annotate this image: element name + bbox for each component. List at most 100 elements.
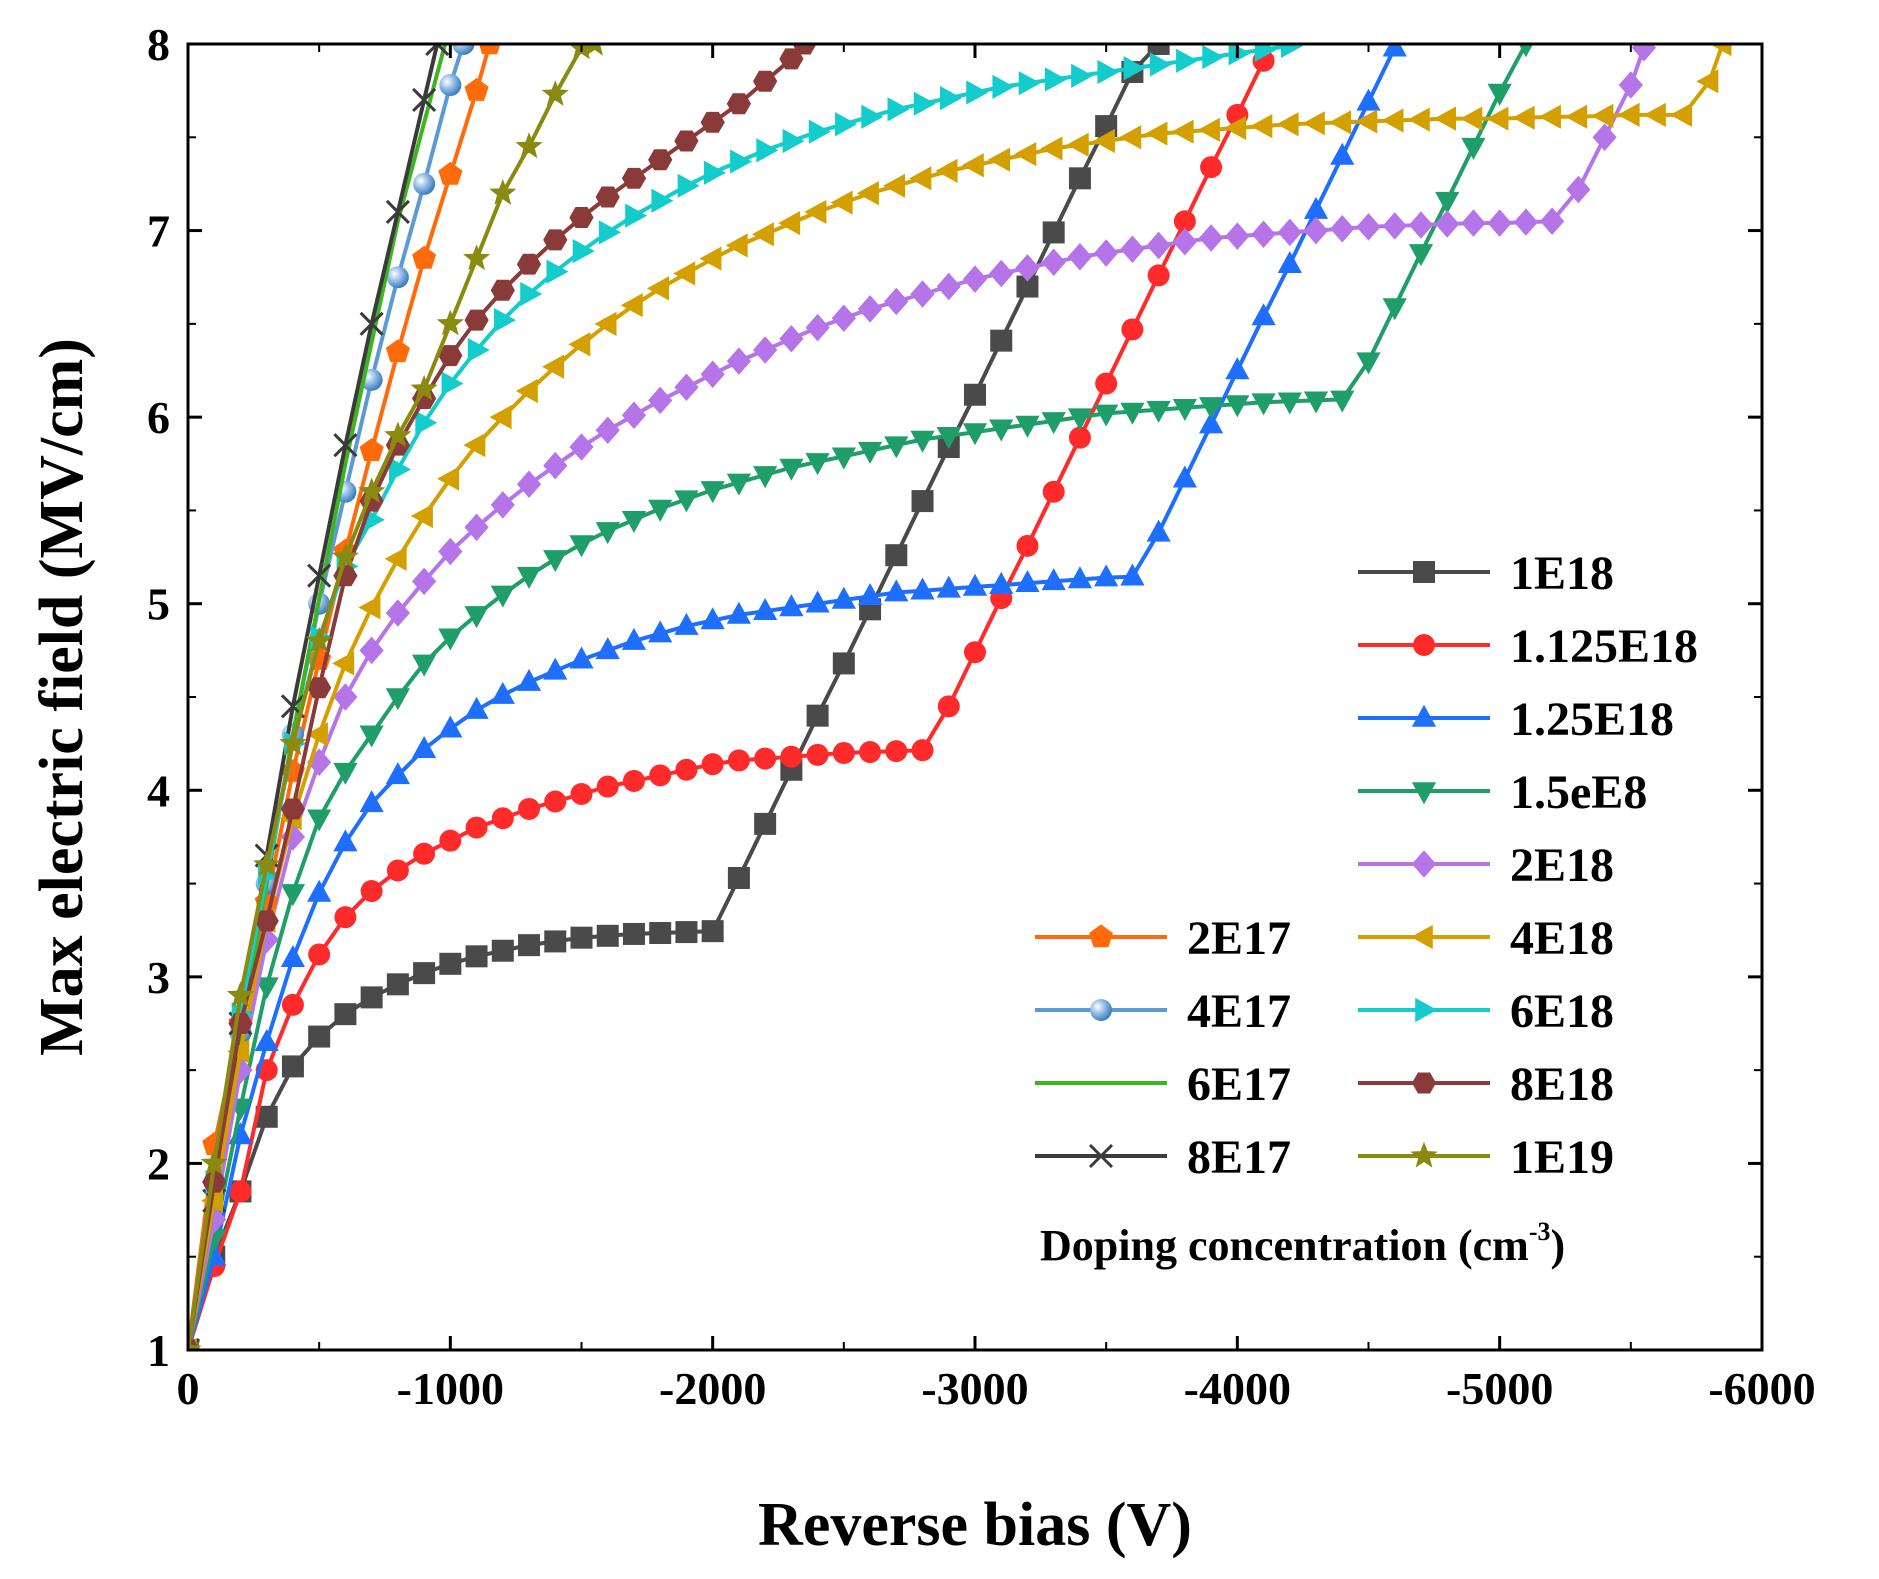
series-2E18 bbox=[188, 44, 1657, 1350]
data-point-1E19 bbox=[384, 421, 412, 448]
data-point-8E18 bbox=[280, 798, 305, 820]
data-point-4E18 bbox=[804, 199, 827, 225]
data-point-4E18 bbox=[437, 466, 460, 491]
y-tick-label: 6 bbox=[147, 392, 170, 443]
data-point-1.5eE8 bbox=[359, 725, 384, 748]
data-point-1E18 bbox=[832, 652, 855, 675]
data-point-4E18 bbox=[961, 153, 984, 178]
data-point-1.5eE8 bbox=[726, 473, 751, 496]
data-point-1E18 bbox=[754, 812, 777, 835]
data-point-2E18 bbox=[621, 401, 647, 430]
legend-entry-2E18: 2E18 bbox=[1358, 839, 1614, 892]
data-point-8E17 bbox=[385, 199, 410, 224]
legend-entry-8E18: 8E18 bbox=[1358, 1058, 1614, 1111]
data-point-1.5eE8 bbox=[648, 499, 673, 522]
data-point-1E18 bbox=[465, 945, 488, 968]
data-point-1.5eE8 bbox=[412, 654, 437, 677]
data-point-8E18 bbox=[792, 44, 817, 55]
data-point-1.125E18 bbox=[1147, 264, 1170, 287]
data-point-1E18 bbox=[491, 939, 514, 962]
data-point-1.25E18 bbox=[543, 657, 568, 680]
data-point-4E17 bbox=[452, 44, 475, 55]
data-point-8E18 bbox=[779, 48, 804, 70]
legend-entry-1.25E18: 1.25E18 bbox=[1358, 693, 1674, 746]
data-point-1.25E18 bbox=[1120, 563, 1145, 586]
data-point-2E18 bbox=[753, 336, 778, 364]
data-point-4E18 bbox=[463, 433, 486, 458]
data-point-1.125E18 bbox=[754, 747, 777, 770]
data-point-1.125E18 bbox=[885, 740, 908, 763]
series-1.25E18 bbox=[188, 44, 1407, 1350]
data-point-6E18 bbox=[756, 138, 779, 163]
data-point-1E18 bbox=[806, 704, 829, 727]
data-point-1.5eE8 bbox=[438, 628, 463, 651]
data-point-1E18 bbox=[1042, 221, 1065, 244]
data-point-1.25E18 bbox=[569, 646, 594, 669]
data-point-4E18 bbox=[725, 233, 748, 258]
data-point-4E18 bbox=[305, 722, 328, 747]
data-point-4E18 bbox=[1538, 104, 1561, 129]
data-point-1E18 bbox=[360, 986, 383, 1009]
data-point-2E17 bbox=[464, 78, 489, 101]
data-point-1E18 bbox=[885, 544, 908, 567]
data-point-1.5eE8 bbox=[569, 535, 594, 558]
data-point-1E19 bbox=[489, 179, 517, 205]
data-point-8E18 bbox=[490, 279, 515, 301]
data-point-1.125E18 bbox=[439, 829, 462, 852]
legend-label: 1E19 bbox=[1510, 1131, 1614, 1184]
data-point-2E18 bbox=[490, 491, 515, 519]
data-point-1.125E18 bbox=[911, 739, 934, 762]
data-point-6E18 bbox=[415, 410, 438, 435]
data-point-2E18 bbox=[1251, 220, 1276, 249]
data-point-1.25E18 bbox=[1330, 142, 1355, 165]
data-point-1E19 bbox=[436, 309, 464, 336]
data-point-8E18 bbox=[307, 677, 332, 699]
data-point-1.25E18 bbox=[490, 681, 515, 704]
data-point-6E18 bbox=[441, 371, 464, 396]
data-point-1.25E18 bbox=[1251, 303, 1276, 326]
axes: 0 -1000 -2000 -3000 -4000 -5000 -6000 1 2 3 4 5 6 7 8 bbox=[147, 19, 1816, 1414]
data-point-1.5eE8 bbox=[1487, 83, 1512, 106]
data-point-4E18 bbox=[1066, 132, 1089, 157]
data-point-1.125E18 bbox=[1042, 480, 1065, 503]
x-tick-label: -2000 bbox=[659, 1363, 766, 1414]
x-tick-label: 0 bbox=[177, 1363, 200, 1414]
data-point-1.5eE8 bbox=[962, 423, 988, 446]
y-axis-title: Max electric field (MV/cm) bbox=[28, 338, 96, 1056]
data-point-1E19 bbox=[188, 1335, 202, 1350]
data-point-2E18 bbox=[1631, 44, 1657, 62]
data-point-2E18 bbox=[412, 567, 437, 596]
data-point-8E18 bbox=[464, 309, 489, 331]
data-point-8E18 bbox=[726, 93, 751, 115]
data-point-1.5eE8 bbox=[857, 441, 883, 464]
data-point-1.5eE8 bbox=[1330, 390, 1355, 413]
data-point-1.25E18 bbox=[648, 620, 673, 643]
data-point-1.5eE8 bbox=[674, 490, 699, 513]
data-point-1.25E18 bbox=[621, 627, 647, 650]
data-point-6E18 bbox=[494, 308, 516, 333]
data-point-2E17 bbox=[385, 339, 410, 363]
data-point-4E18 bbox=[1014, 141, 1037, 167]
y-tick-label: 5 bbox=[147, 579, 170, 630]
data-point-2E18 bbox=[1015, 254, 1040, 282]
data-point-4E18 bbox=[1434, 106, 1456, 131]
data-point-4E18 bbox=[1643, 102, 1666, 127]
data-point-2E18 bbox=[936, 272, 961, 301]
data-point-8E18 bbox=[543, 229, 568, 251]
data-point-1.25E18 bbox=[1382, 44, 1407, 57]
data-point-1.125E18 bbox=[334, 906, 357, 929]
data-point-2E18 bbox=[1408, 211, 1434, 239]
legend-label: 2E17 bbox=[1187, 912, 1291, 965]
data-point-2E18 bbox=[1277, 218, 1302, 247]
data-point-4E18 bbox=[647, 276, 669, 301]
data-point-1.125E18 bbox=[675, 758, 698, 781]
data-point-1.25E18 bbox=[412, 736, 437, 759]
data-point-1.125E18 bbox=[937, 695, 960, 718]
data-point-1.125E18 bbox=[859, 741, 882, 764]
data-point-1.25E18 bbox=[1277, 250, 1302, 273]
data-point-4E18 bbox=[988, 147, 1011, 172]
legend-label: 1.125E18 bbox=[1510, 620, 1698, 673]
data-point-6E18 bbox=[1018, 71, 1041, 96]
data-point-8E18 bbox=[595, 186, 620, 208]
data-point-1.5eE8 bbox=[1067, 408, 1093, 431]
